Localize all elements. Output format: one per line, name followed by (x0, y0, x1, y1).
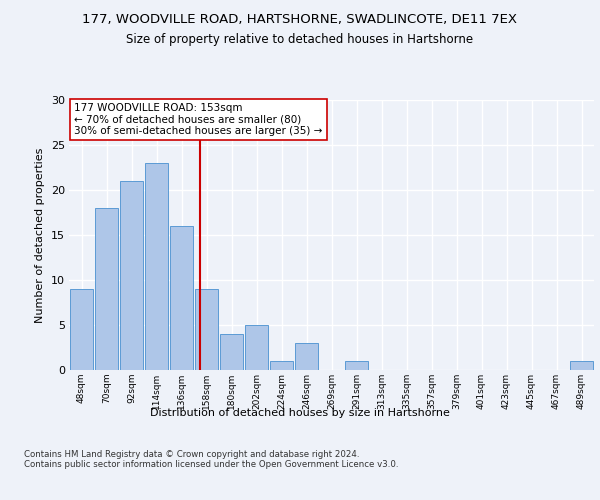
Text: Distribution of detached houses by size in Hartshorne: Distribution of detached houses by size … (150, 408, 450, 418)
Bar (344, 361, 368, 370)
Bar (269, 361, 293, 370)
Bar (569, 361, 593, 370)
Text: Size of property relative to detached houses in Hartshorne: Size of property relative to detached ho… (127, 32, 473, 46)
Bar (220, 334, 244, 370)
Bar (119, 181, 143, 370)
Text: 177 WOODVILLE ROAD: 153sqm
← 70% of detached houses are smaller (80)
30% of semi: 177 WOODVILLE ROAD: 153sqm ← 70% of deta… (74, 102, 323, 136)
Bar (145, 163, 169, 370)
Text: 177, WOODVILLE ROAD, HARTSHORNE, SWADLINCOTE, DE11 7EX: 177, WOODVILLE ROAD, HARTSHORNE, SWADLIN… (83, 12, 517, 26)
Bar (295, 343, 319, 370)
Bar (70, 289, 94, 370)
Y-axis label: Number of detached properties: Number of detached properties (35, 148, 45, 322)
Bar (95, 208, 118, 370)
Bar (170, 226, 193, 370)
Text: Contains HM Land Registry data © Crown copyright and database right 2024.
Contai: Contains HM Land Registry data © Crown c… (24, 450, 398, 469)
Bar (194, 289, 218, 370)
Bar (245, 325, 268, 370)
